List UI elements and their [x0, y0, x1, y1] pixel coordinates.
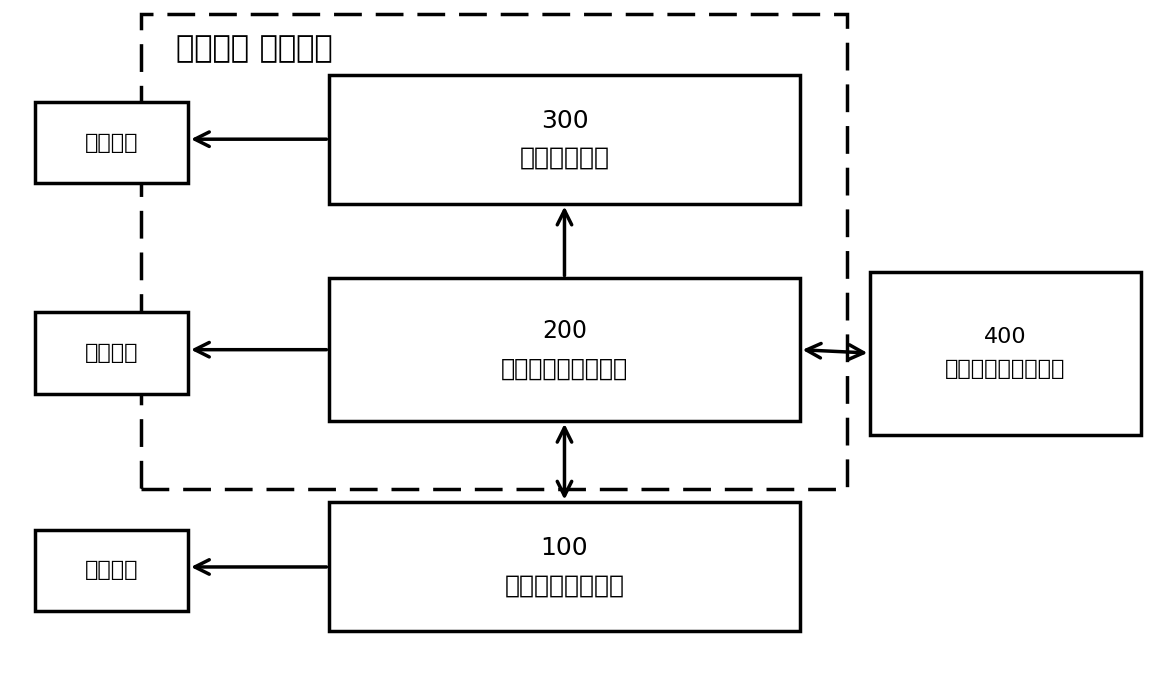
FancyBboxPatch shape	[870, 272, 1141, 435]
FancyBboxPatch shape	[35, 530, 188, 611]
Text: 基础保障: 基础保障	[85, 560, 139, 581]
FancyBboxPatch shape	[35, 102, 188, 183]
Text: 200
适应批产的管理系统: 200 适应批产的管理系统	[501, 319, 628, 380]
Text: 持续发展: 持续发展	[85, 132, 139, 153]
Text: 智慧院所 智慧制造: 智慧院所 智慧制造	[176, 34, 333, 63]
Text: 300
创新发展系统: 300 创新发展系统	[520, 109, 609, 170]
Text: 400
发射及在轨管理系统: 400 发射及在轨管理系统	[946, 327, 1065, 379]
FancyBboxPatch shape	[329, 278, 800, 421]
Text: 100
型号研制保障系统: 100 型号研制保障系统	[505, 536, 624, 598]
FancyBboxPatch shape	[329, 75, 800, 204]
FancyBboxPatch shape	[329, 502, 800, 631]
Text: 提效降本: 提效降本	[85, 343, 139, 363]
FancyBboxPatch shape	[35, 312, 188, 394]
